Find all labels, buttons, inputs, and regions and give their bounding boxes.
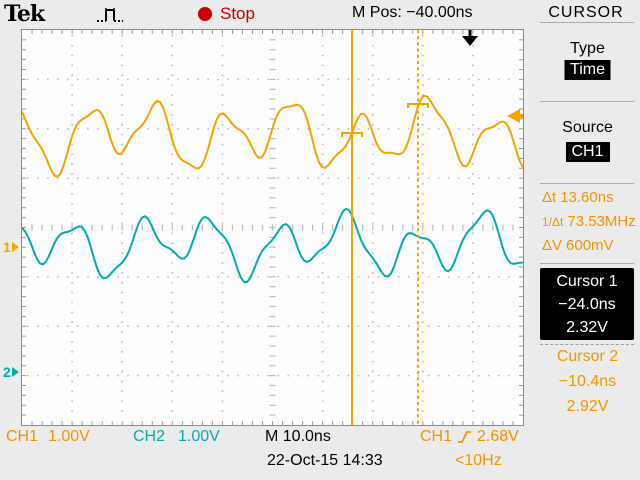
cursor-source-label: Source	[562, 119, 613, 136]
right-arrow-icon	[11, 242, 19, 252]
trigger-frequency-readout: <10Hz	[455, 452, 502, 469]
trigger-readout: CH1 2.68V	[420, 428, 519, 446]
divider	[540, 263, 634, 264]
horizontal-position-readout: M Pos: −40.00ns	[352, 4, 473, 21]
ch2-scale-readout: 1.00V	[178, 428, 220, 445]
tek-logo: Tek	[4, 1, 45, 27]
cursor2-voltage: 2.92V	[566, 398, 609, 415]
cursor-source-button[interactable]: CH1	[565, 142, 610, 162]
delta-t-value: 13.60ns	[560, 189, 614, 206]
cursor1-marker	[341, 132, 363, 137]
ch1-ground-label: 1	[3, 239, 11, 255]
delta-v-readout: ΔV 600mV	[542, 237, 614, 254]
cursor1-readout-button[interactable]: Cursor 1 −24.0ns 2.32V	[540, 268, 634, 340]
ch1-label: CH1	[6, 428, 39, 445]
waveform-display	[21, 29, 524, 426]
ch1-scale-readout: 1.00V	[48, 428, 90, 445]
ch2-ground-marker: 2	[3, 365, 19, 379]
rising-edge-icon	[458, 431, 472, 443]
trigger-source-label: CH1	[420, 428, 453, 445]
frequency-value: 73.53MHz	[567, 213, 636, 230]
ch1-ground-marker: 1	[3, 240, 19, 254]
cursor2-title[interactable]: Cursor 2	[556, 348, 619, 365]
stop-icon	[198, 7, 212, 21]
frequency-readout: 1/Δt 73.53MHz	[542, 213, 636, 230]
acquisition-state-label: Stop	[220, 4, 255, 23]
ch2-label: CH2	[133, 428, 166, 445]
delta-t-readout: Δt 13.60ns	[542, 189, 614, 206]
cursor2-marker	[407, 103, 429, 108]
trigger-level-arrow-icon	[507, 109, 520, 123]
divider	[540, 101, 634, 102]
cursor-type-button[interactable]: Time	[564, 60, 611, 80]
timebase-readout: M 10.0ns	[265, 428, 331, 445]
delta-v-value: 600mV	[566, 237, 614, 254]
delta-v-label: ΔV	[542, 237, 563, 254]
divider	[540, 344, 634, 345]
trigger-pulse-icon	[97, 8, 123, 22]
ch2-trace	[22, 207, 523, 284]
cursor2-time: −10.4ns	[558, 373, 617, 390]
trigger-level-value: 2.68V	[477, 428, 519, 445]
cursor1-voltage: 2.32V	[566, 319, 608, 336]
divider	[540, 22, 634, 23]
ch2-ground-label: 2	[3, 364, 11, 380]
right-arrow-icon	[11, 367, 19, 377]
menu-title: CURSOR	[548, 4, 624, 21]
ch1-trace	[22, 94, 523, 178]
inverse-delta-t-label: 1/Δt	[542, 215, 564, 229]
datetime-readout: 22-Oct-15 14:33	[267, 452, 383, 469]
divider	[540, 183, 634, 184]
cursor-menu-panel: Type Time Source CH1 Δt 13.60ns 1/Δt 73.53…	[535, 0, 640, 425]
cursor-type-label: Type	[570, 40, 605, 57]
trigger-position-arrow-icon	[462, 36, 478, 46]
cursor1-title: Cursor 1	[556, 273, 618, 290]
cursor1-time: −24.0ns	[558, 296, 616, 313]
acquisition-status: Stop	[198, 4, 255, 24]
delta-t-label: Δt	[542, 189, 557, 206]
